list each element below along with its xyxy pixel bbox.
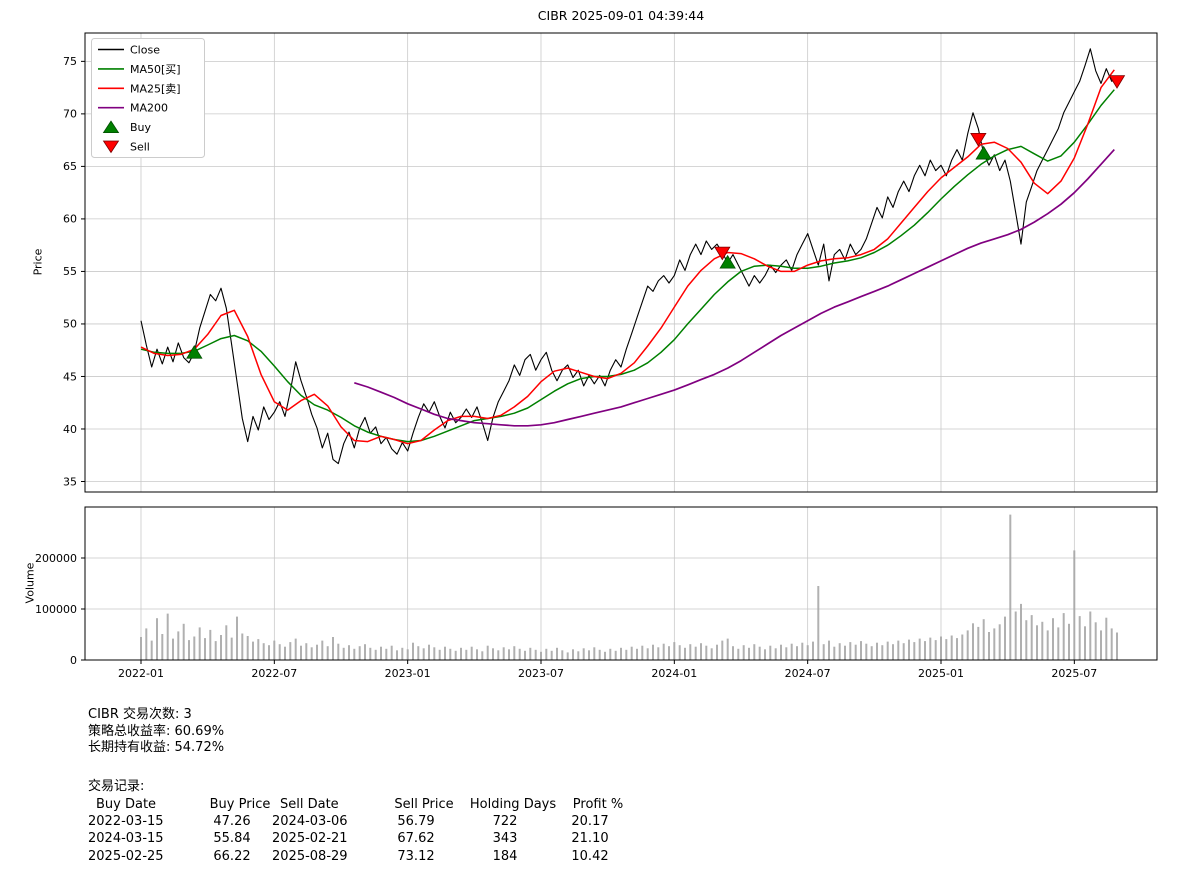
trade-table: Buy Date Buy Price Sell Date Sell Price … [88,796,634,865]
header-profit: Profit % [572,797,624,812]
close-line [140,48,1118,465]
legend-label: MA200 [130,102,168,115]
header-holding-days: Holding Days [469,797,557,812]
svg-text:75: 75 [63,55,77,68]
legend-label: Close [130,44,160,57]
svg-text:100000: 100000 [35,603,77,616]
svg-text:70: 70 [63,108,77,121]
legend-label: Sell [130,141,150,154]
svg-text:2022-07: 2022-07 [251,667,297,680]
ma200-line [354,149,1115,427]
header-buy-price: Buy Price [209,797,271,812]
svg-text:2025-07: 2025-07 [1051,667,1097,680]
strategy-return-line: 策略总收益率: 60.69% [88,723,225,739]
header-sell-date: Sell Date [280,797,339,812]
cell-sell-price: 73.12 [397,848,435,864]
volume-axis-label: Volume [23,562,37,604]
legend-label: Buy [130,121,152,134]
svg-text:2023-07: 2023-07 [518,667,564,680]
legend-label: MA50[买] [130,63,181,76]
volume-panel-border [84,506,1158,661]
cell-profit: 20.17 [571,814,609,830]
trade-row: 2025-02-25 66.22 2025-08-29 73.12 184 10… [88,848,634,865]
trade-count-line: CIBR 交易次数: 3 [88,707,192,722]
price-axis-label: Price [31,248,45,276]
trade-table-header: Buy Date Buy Price Sell Date Sell Price … [88,796,634,813]
price-panel-border [84,32,1158,493]
cell-sell-date: 2025-02-21 [272,831,348,847]
svg-text:65: 65 [63,160,77,173]
buy-marker [186,344,203,359]
cell-sell-price: 67.62 [397,831,435,847]
trade-row: 2024-03-15 55.84 2025-02-21 67.62 343 21… [88,830,634,847]
axis-tick-labels: 35 40 45 50 55 60 65 70 75 0 100000 200000 2022-01 20… [35,55,1097,680]
svg-text:60: 60 [63,213,77,226]
svg-text:35: 35 [63,475,77,488]
trade-records-label: 交易记录: [88,778,145,794]
sell-marker [714,246,731,261]
cell-sell-date: 2025-08-29 [272,848,348,864]
buy-marker [975,145,992,160]
cell-profit: 21.10 [571,831,609,847]
svg-text:45: 45 [63,370,77,383]
svg-text:2022-01: 2022-01 [118,667,164,680]
svg-text:200000: 200000 [35,552,77,565]
cell-sell-date: 2024-03-06 [272,814,348,830]
svg-text:0: 0 [70,654,77,667]
legend-label: MA25[卖] [130,82,181,95]
ma50-line [140,89,1115,443]
cell-buy-price: 66.22 [213,848,251,864]
volume-bars [140,514,1118,661]
cell-buy-price: 47.26 [213,814,251,830]
sell-marker [970,132,987,147]
header-buy-date: Buy Date [96,797,157,812]
cell-buy-date: 2024-03-15 [88,831,164,847]
trade-row: 2022-03-15 47.26 2024-03-06 56.79 722 20… [88,813,634,830]
svg-text:2025-01: 2025-01 [918,667,964,680]
legend-buy-marker-icon [102,120,120,133]
cell-buy-date: 2025-02-25 [88,848,164,864]
cell-buy-date: 2022-03-15 [88,814,164,830]
sell-marker [1108,75,1126,89]
cell-buy-price: 55.84 [213,831,251,847]
cell-holding-days: 184 [492,848,518,864]
svg-text:50: 50 [63,318,77,331]
ma25-line [140,69,1115,445]
cell-profit: 10.42 [571,848,609,864]
hold-return-line: 长期持有收益: 54.72% [88,740,225,755]
header-sell-price: Sell Price [394,797,454,812]
svg-text:2023-01: 2023-01 [385,667,431,680]
axis-ticks [81,60,1075,664]
chart-title: CIBR 2025-09-01 04:39:44 [537,8,705,23]
legend-sell-marker-icon [102,140,120,154]
cell-holding-days: 722 [492,814,518,830]
svg-text:55: 55 [63,265,77,278]
price-volume-chart: 35 40 45 50 55 60 65 70 75 0 100000 200000 2022-01 20… [35,32,1158,680]
strategy-report: CIBR 交易次数: 3 策略总收益率: 60.69% 长期持有收益: 54.7… [88,707,634,865]
buy-marker [719,254,736,269]
gridlines [85,33,1157,661]
cell-holding-days: 343 [492,831,518,847]
svg-text:2024-07: 2024-07 [785,667,831,680]
svg-text:40: 40 [63,423,77,436]
svg-text:2024-01: 2024-01 [651,667,697,680]
cell-sell-price: 56.79 [397,814,435,830]
legend: Close MA50[买] MA25[卖] MA200 Buy Sell [91,38,205,158]
